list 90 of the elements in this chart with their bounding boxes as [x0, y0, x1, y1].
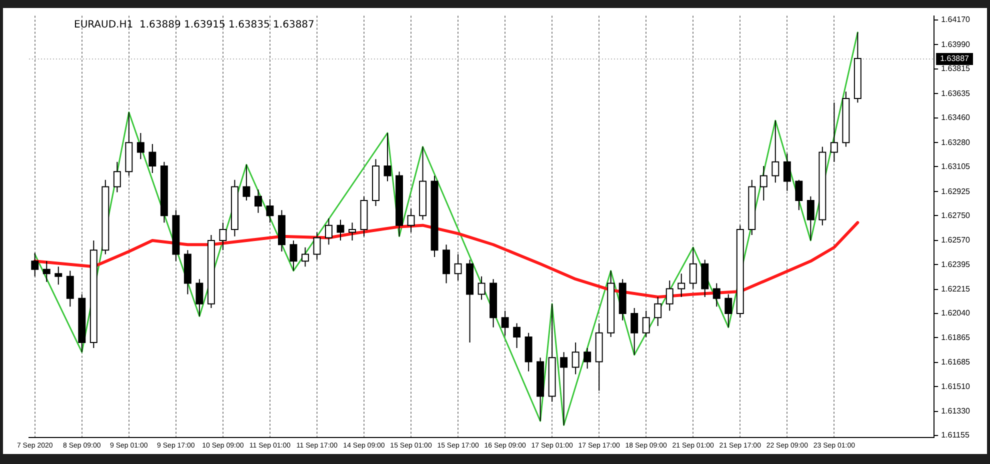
- ref-line-label: 1.63887: [940, 54, 970, 64]
- candlestick: [513, 322, 521, 348]
- candlestick: [654, 296, 662, 326]
- candlestick: [678, 273, 686, 298]
- y-tick-label: 1.61155: [941, 430, 970, 440]
- candlestick: [419, 146, 426, 220]
- chart-title: EURAUD.H1 1.63889 1.63915 1.63835 1.63887: [74, 19, 314, 30]
- candlestick: [290, 240, 298, 272]
- candlestick: [666, 280, 674, 312]
- candlestick: [795, 179, 803, 211]
- candlestick: [478, 276, 486, 300]
- candlestick: [172, 210, 180, 262]
- candlestick: [524, 332, 532, 372]
- y-tick-label: 1.63990: [941, 40, 971, 49]
- candlestick: [384, 132, 392, 182]
- candlestick: [254, 188, 262, 214]
- candlestick: [148, 143, 156, 174]
- candlestick: [572, 342, 580, 375]
- candlestick: [266, 198, 274, 224]
- candlestick: [548, 303, 556, 402]
- candlestick: [689, 246, 697, 290]
- y-tick-label: 1.62570: [941, 236, 971, 245]
- candlestick: [66, 270, 74, 308]
- candlestick: [184, 250, 192, 295]
- candlestick: [442, 244, 450, 284]
- candlestick: [348, 222, 356, 241]
- candlestick: [90, 240, 98, 348]
- candlestick: [336, 219, 344, 241]
- y-tick-label: 1.61865: [941, 332, 971, 342]
- candlestick: [113, 161, 121, 193]
- candlestick: [830, 102, 838, 162]
- candlestick: [407, 208, 415, 233]
- candlestick: [360, 196, 368, 237]
- y-tick-label: 1.62925: [941, 186, 971, 196]
- candlestick: [430, 175, 438, 258]
- candlestick: [242, 164, 250, 202]
- candlestick: [230, 179, 238, 237]
- candlestick: [160, 161, 168, 224]
- y-tick-label: 1.63460: [941, 113, 971, 122]
- candlestick: [854, 32, 862, 104]
- y-tick-label: 1.62750: [941, 210, 971, 220]
- candlestick: [396, 171, 403, 237]
- candlestick: [136, 132, 144, 160]
- candlestick: [102, 179, 110, 255]
- candlestick: [301, 246, 309, 268]
- candlestick: [701, 259, 709, 298]
- candlestick: [772, 120, 780, 184]
- y-tick-label: 1.62215: [941, 284, 971, 294]
- candlestick: [783, 153, 791, 192]
- candlestick: [595, 322, 603, 392]
- candlestick: [78, 294, 86, 353]
- candlestick: [325, 218, 332, 246]
- y-tick-label: 1.61510: [941, 382, 971, 391]
- candlestick: [584, 348, 592, 370]
- candlestick: [125, 112, 133, 176]
- candlestick: [607, 270, 615, 338]
- y-tick-label: 1.63105: [941, 162, 971, 171]
- candlestick: [618, 278, 626, 321]
- candlestick: [712, 282, 720, 308]
- candlestick: [196, 278, 204, 317]
- candlestick: [842, 91, 850, 148]
- y-tick-label: 1.63635: [941, 88, 971, 98]
- candlestick: [536, 357, 544, 422]
- y-tick-label: 1.64170: [941, 15, 971, 24]
- y-tick-label: 1.63815: [941, 64, 971, 74]
- candlestick: [501, 310, 509, 336]
- y-tick-label: 1.61685: [941, 358, 971, 367]
- candlestick: [818, 146, 826, 226]
- candlestick: [630, 308, 638, 356]
- y-tick-label: 1.62395: [941, 260, 971, 269]
- y-tick-label: 1.62040: [941, 308, 971, 318]
- candlestick: [642, 310, 650, 338]
- y-tick-label: 1.63280: [941, 138, 971, 147]
- candlestick: [372, 158, 380, 207]
- candlestick: [490, 278, 498, 328]
- candlestick: [560, 352, 568, 426]
- candlestick: [760, 166, 768, 202]
- candlestick: [454, 254, 462, 281]
- candlestick: [278, 210, 286, 252]
- candlestick: [313, 232, 321, 260]
- candlestick: [806, 196, 814, 241]
- candlestick: [42, 260, 50, 282]
- y-tick-label: 1.61330: [941, 406, 971, 416]
- candlestick: [54, 266, 62, 286]
- candlestick: [207, 234, 215, 309]
- candlestick: [748, 179, 756, 236]
- candlestick: [219, 222, 227, 251]
- candlestick: [724, 294, 732, 328]
- candlestick: [31, 252, 39, 277]
- candlestick: [466, 259, 474, 343]
